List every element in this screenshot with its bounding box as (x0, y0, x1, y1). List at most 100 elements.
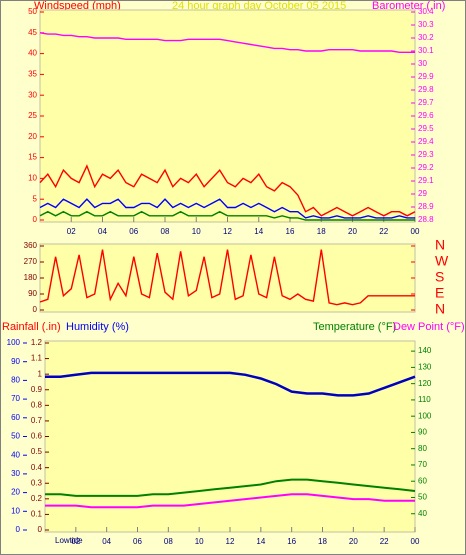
y-tick-label: 29.8 (418, 85, 434, 94)
y-tick-label: 180 (24, 273, 38, 282)
y-tick-label: 0.8 (31, 400, 43, 409)
y-tick-label: 29.4 (418, 137, 434, 146)
y-tick-label: 360 (24, 241, 38, 250)
x-tick-label: 06 (133, 537, 142, 546)
y-tick-label: 0 (33, 305, 38, 314)
x-tick-label: 22 (379, 227, 388, 236)
y-tick-label: 110 (418, 395, 431, 404)
wind-axis-title: Windspeed (mph) (34, 0, 121, 12)
y-tick-label: 60 (418, 476, 427, 485)
y-tick-label: 29.1 (418, 176, 434, 185)
y-tick-label: 70 (418, 460, 427, 469)
x-tick-label: 00 (411, 227, 420, 236)
y-tick-label: 0.7 (31, 416, 43, 425)
y-tick-label: 70 (11, 394, 20, 403)
x-tick-label: 08 (161, 227, 170, 236)
x-tick-label: 06 (129, 227, 138, 236)
y-tick-label: 50 (11, 432, 20, 441)
y-tick-label: 270 (24, 257, 38, 266)
y-tick-label: 35 (28, 70, 37, 79)
series-line (39, 198, 415, 219)
y-tick-label: 80 (418, 444, 427, 453)
y-tick-label: 30.1 (418, 46, 434, 55)
y-tick-label: W (435, 253, 449, 269)
y-tick-label: 30.4 (418, 7, 434, 16)
plot-area (39, 9, 416, 223)
x-tick-label: 02 (71, 537, 80, 546)
y-tick-label: 45 (28, 28, 37, 37)
y-tick-label: 50 (418, 493, 427, 502)
y-tick-label: N (435, 301, 445, 317)
y-tick-label: 30 (28, 90, 37, 99)
y-tick-label: 25 (28, 111, 37, 120)
y-tick-label: 40 (28, 49, 37, 58)
y-tick-label: 0 (33, 215, 38, 224)
series-line (39, 210, 415, 221)
y-tick-label: 29.7 (418, 98, 434, 107)
y-tick-label: 80 (11, 376, 20, 385)
y-tick-label: 90 (11, 357, 20, 366)
series-line (45, 478, 416, 497)
y-tick-label: 29.5 (418, 124, 434, 133)
y-tick-label: 0.1 (31, 510, 43, 519)
y-tick-label: 40 (11, 450, 20, 459)
x-tick-label: 04 (98, 227, 107, 236)
y-tick-label: 40 (418, 509, 427, 518)
x-tick-label: 16 (287, 537, 296, 546)
x-tick-label: 00 (411, 537, 420, 546)
y-tick-label: 120 (418, 379, 432, 388)
y-tick-label: 60 (11, 413, 20, 422)
y-tick-label: 100 (7, 338, 21, 347)
humidity-axis-title: Humidity (%) (66, 321, 129, 333)
y-tick-label: 90 (28, 289, 37, 298)
y-tick-label: 0.3 (31, 478, 43, 487)
y-tick-label: 1.2 (31, 338, 43, 347)
plot-area (44, 340, 416, 533)
y-tick-label: 130 (418, 363, 432, 372)
rain-axis-title: Rainfall (.in) (2, 321, 61, 333)
y-tick-label: 50 (28, 7, 37, 16)
y-tick-label: 29.2 (418, 163, 434, 172)
y-tick-label: 0.2 (31, 494, 43, 503)
x-tick-label: 22 (380, 537, 389, 546)
chart-title: 24 hour graph day October 05 2015 (172, 0, 346, 12)
x-tick-label: 12 (223, 227, 232, 236)
y-tick-label: 0.6 (31, 432, 43, 441)
y-tick-label: 30 (11, 469, 20, 478)
x-tick-label: 18 (317, 227, 326, 236)
y-tick-label: 0.5 (31, 447, 43, 456)
y-tick-label: 90 (418, 428, 427, 437)
annotation: Lowtide (55, 536, 83, 545)
plot-area (39, 243, 416, 313)
y-tick-label: 0.4 (31, 463, 43, 472)
x-tick-label: 20 (348, 227, 357, 236)
y-tick-label: 29.9 (418, 72, 434, 81)
y-tick-label: 29 (418, 189, 427, 198)
x-tick-label: 08 (164, 537, 173, 546)
y-tick-label: 140 (418, 346, 432, 355)
y-tick-label: 28.8 (418, 215, 434, 224)
y-tick-label: 1 (38, 369, 43, 378)
y-tick-label: 20 (11, 488, 20, 497)
y-tick-label: 5 (33, 194, 38, 203)
x-tick-label: 14 (254, 227, 263, 236)
y-tick-label: 0 (16, 525, 21, 534)
series-line (39, 164, 416, 217)
barometer-axis-title: Barometer (.in) (372, 0, 445, 12)
x-tick-label: 14 (256, 537, 265, 546)
x-tick-label: 20 (349, 537, 358, 546)
y-tick-label: 30.3 (418, 20, 434, 29)
x-tick-label: 10 (192, 227, 201, 236)
series-line (39, 249, 415, 306)
y-tick-label: 10 (11, 506, 20, 515)
x-tick-label: 18 (318, 537, 327, 546)
y-tick-label: N (435, 237, 445, 253)
x-tick-label: 02 (67, 227, 76, 236)
x-tick-label: 10 (195, 537, 204, 546)
x-tick-label: 16 (286, 227, 295, 236)
y-tick-label: S (435, 269, 444, 285)
x-tick-label: 12 (226, 537, 235, 546)
y-tick-label: 29.3 (418, 150, 434, 159)
y-tick-label: 20 (28, 132, 37, 141)
